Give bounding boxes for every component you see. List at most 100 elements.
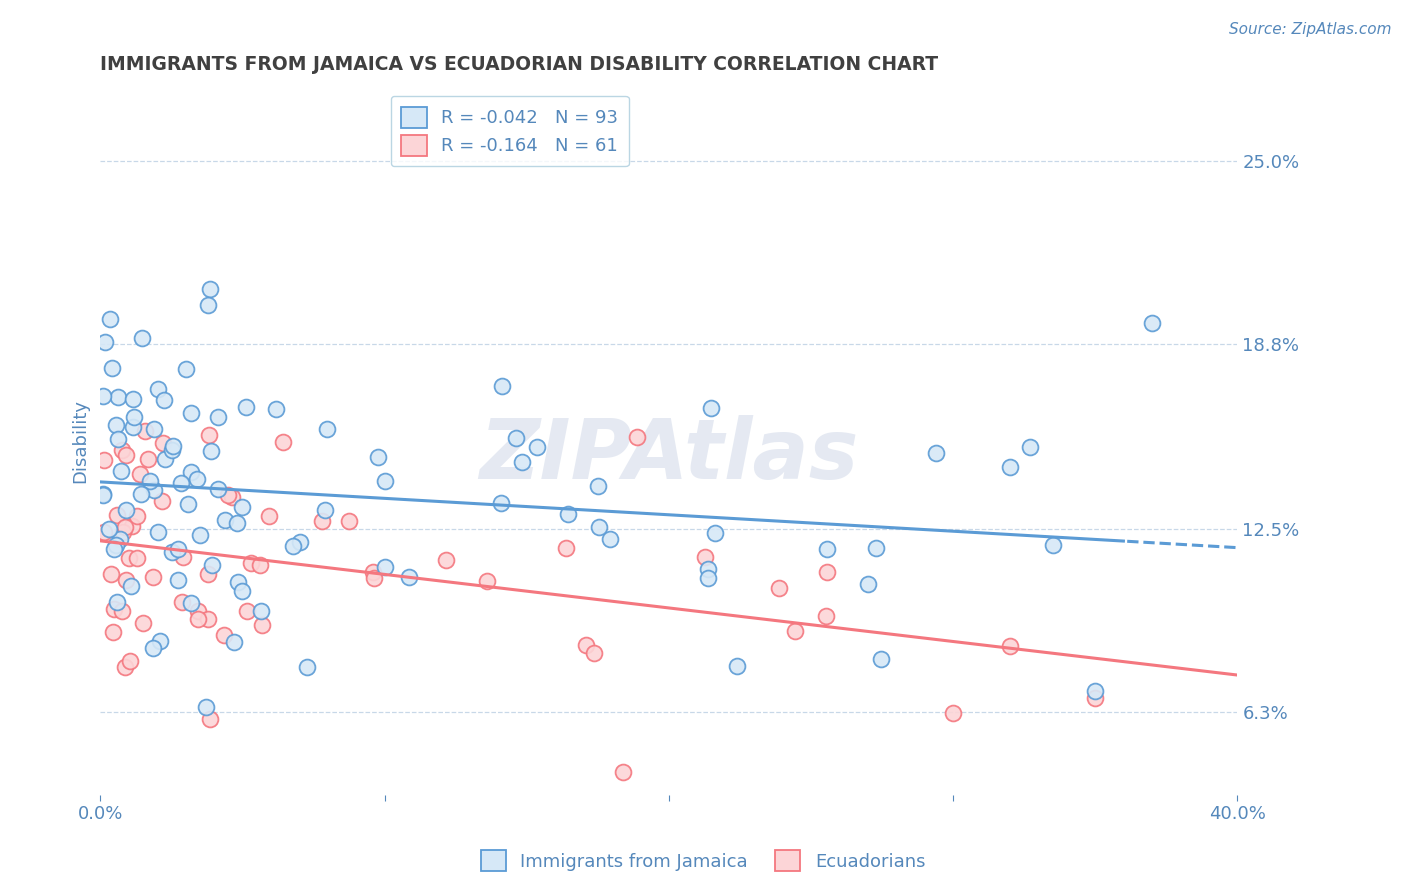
Point: [127, 550, 149, 565]
Point: [172, 595, 194, 609]
Point: [271, 435, 294, 450]
Point: [374, 474, 396, 488]
Point: [108, 532, 131, 546]
Point: [115, 573, 138, 587]
Point: [121, 419, 143, 434]
Point: [139, 474, 162, 488]
Point: [491, 379, 513, 393]
Point: [315, 422, 337, 436]
Point: [768, 581, 790, 595]
Text: ZIPAtlas: ZIPAtlas: [479, 415, 859, 496]
Point: [288, 534, 311, 549]
Point: [111, 604, 134, 618]
Point: [98, 312, 121, 326]
Point: [101, 361, 124, 376]
Point: [180, 596, 202, 610]
Point: [91, 389, 114, 403]
Point: [1084, 691, 1107, 706]
Point: [697, 561, 720, 575]
Point: [599, 532, 621, 546]
Point: [311, 514, 333, 528]
Point: [231, 584, 253, 599]
Point: [114, 520, 136, 534]
Point: [259, 508, 281, 523]
Point: [91, 487, 114, 501]
Point: [555, 541, 578, 556]
Point: [226, 575, 249, 590]
Point: [361, 565, 384, 579]
Point: [172, 549, 194, 564]
Point: [1019, 441, 1042, 455]
Point: [120, 579, 142, 593]
Point: [586, 479, 609, 493]
Point: [107, 390, 129, 404]
Point: [197, 298, 219, 312]
Point: [100, 566, 122, 581]
Point: [131, 331, 153, 345]
Point: [153, 393, 176, 408]
Point: [122, 409, 145, 424]
Point: [250, 604, 273, 618]
Point: [231, 500, 253, 515]
Point: [187, 612, 209, 626]
Point: [188, 528, 211, 542]
Point: [134, 424, 156, 438]
Point: [162, 439, 184, 453]
Point: [121, 392, 143, 406]
Point: [198, 713, 221, 727]
Point: [214, 513, 236, 527]
Point: [942, 706, 965, 721]
Point: [194, 699, 217, 714]
Point: [588, 520, 610, 534]
Point: [582, 646, 605, 660]
Point: [785, 624, 807, 639]
Point: [249, 558, 271, 573]
Point: [236, 604, 259, 618]
Point: [557, 508, 579, 522]
Point: [815, 542, 838, 557]
Point: [314, 503, 336, 517]
Point: [998, 459, 1021, 474]
Point: [180, 406, 202, 420]
Point: [105, 538, 128, 552]
Point: [198, 282, 221, 296]
Point: [207, 410, 229, 425]
Point: [111, 524, 134, 539]
Y-axis label: Disability: Disability: [72, 399, 89, 483]
Point: [815, 565, 838, 579]
Point: [200, 443, 222, 458]
Text: IMMIGRANTS FROM JAMAICA VS ECUADORIAN DISABILITY CORRELATION CHART: IMMIGRANTS FROM JAMAICA VS ECUADORIAN DI…: [100, 55, 938, 74]
Point: [477, 574, 499, 589]
Point: [142, 570, 165, 584]
Point: [198, 427, 221, 442]
Point: [337, 514, 360, 528]
Point: [505, 431, 527, 445]
Point: [105, 508, 128, 522]
Point: [235, 400, 257, 414]
Point: [105, 418, 128, 433]
Point: [212, 628, 235, 642]
Point: [221, 490, 243, 504]
Point: [118, 551, 141, 566]
Legend: Immigrants from Jamaica, Ecuadorians: Immigrants from Jamaica, Ecuadorians: [474, 843, 932, 879]
Point: [217, 488, 239, 502]
Point: [186, 472, 208, 486]
Point: [865, 541, 887, 556]
Point: [128, 467, 150, 482]
Point: [575, 639, 598, 653]
Point: [107, 432, 129, 446]
Point: [115, 449, 138, 463]
Point: [197, 612, 219, 626]
Point: [703, 525, 725, 540]
Point: [143, 483, 166, 497]
Point: [925, 446, 948, 460]
Point: [121, 519, 143, 533]
Point: [1084, 684, 1107, 698]
Point: [374, 560, 396, 574]
Point: [281, 539, 304, 553]
Point: [152, 435, 174, 450]
Point: [699, 401, 721, 416]
Point: [103, 601, 125, 615]
Point: [626, 430, 648, 444]
Point: [142, 641, 165, 656]
